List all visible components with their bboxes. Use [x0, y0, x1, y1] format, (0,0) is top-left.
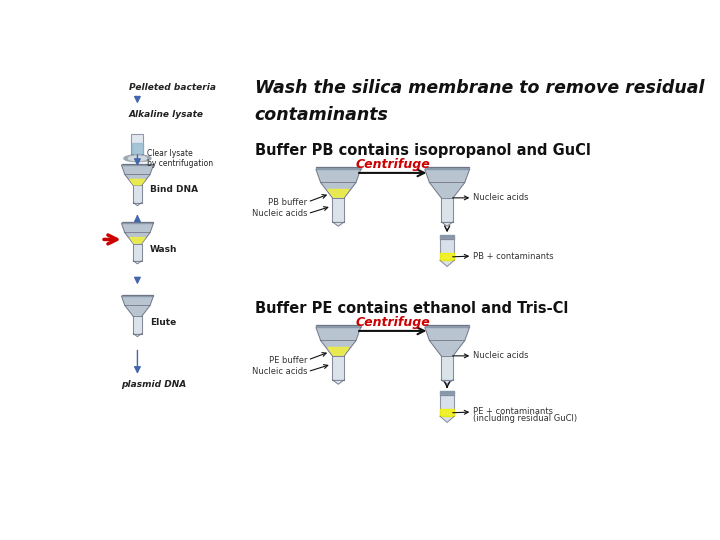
Polygon shape	[440, 391, 454, 395]
Polygon shape	[430, 341, 464, 356]
Text: Nucleic acids: Nucleic acids	[473, 352, 529, 360]
Polygon shape	[441, 356, 453, 380]
Polygon shape	[133, 202, 142, 206]
Polygon shape	[333, 356, 344, 380]
Text: Bind DNA: Bind DNA	[150, 185, 198, 194]
Polygon shape	[320, 183, 356, 198]
Polygon shape	[124, 155, 151, 161]
Text: contaminants: contaminants	[255, 106, 389, 124]
Text: Wash: Wash	[150, 245, 177, 254]
Polygon shape	[333, 380, 344, 384]
Text: plasmid DNA: plasmid DNA	[121, 381, 186, 389]
Polygon shape	[316, 327, 361, 341]
Polygon shape	[440, 416, 454, 422]
Polygon shape	[133, 261, 142, 264]
Text: PE + contaminants: PE + contaminants	[473, 408, 554, 416]
Polygon shape	[133, 316, 142, 334]
Text: PB buffer: PB buffer	[269, 198, 307, 206]
Polygon shape	[122, 224, 153, 233]
Polygon shape	[130, 238, 145, 243]
Polygon shape	[132, 143, 143, 154]
Polygon shape	[328, 347, 349, 355]
Text: Nucleic acids: Nucleic acids	[252, 209, 307, 218]
Polygon shape	[441, 380, 453, 384]
Polygon shape	[440, 235, 454, 239]
Polygon shape	[128, 156, 146, 161]
Text: Nucleic acids: Nucleic acids	[473, 193, 529, 202]
Polygon shape	[125, 174, 150, 185]
Polygon shape	[122, 165, 153, 174]
Polygon shape	[425, 327, 469, 341]
Polygon shape	[125, 233, 150, 244]
Polygon shape	[133, 334, 142, 336]
Text: PB + contaminants: PB + contaminants	[473, 252, 554, 261]
Text: Pelleted bacteria: Pelleted bacteria	[129, 83, 216, 92]
Polygon shape	[440, 395, 454, 416]
Text: Centrifuge: Centrifuge	[356, 316, 430, 329]
Polygon shape	[132, 133, 143, 154]
Text: (including residual GuCl): (including residual GuCl)	[473, 414, 577, 423]
Polygon shape	[425, 170, 469, 183]
Text: Alkaline lysate: Alkaline lysate	[129, 110, 204, 119]
Polygon shape	[425, 167, 469, 170]
Text: Buffer PB contains isopropanol and GuCl: Buffer PB contains isopropanol and GuCl	[255, 143, 590, 158]
Polygon shape	[122, 294, 153, 296]
Polygon shape	[133, 244, 142, 261]
Polygon shape	[441, 198, 453, 222]
Text: Buffer PE contains ethanol and Tris-Cl: Buffer PE contains ethanol and Tris-Cl	[255, 301, 568, 315]
Polygon shape	[122, 296, 153, 306]
Polygon shape	[320, 341, 356, 356]
Polygon shape	[440, 239, 454, 260]
Text: Nucleic acids: Nucleic acids	[252, 367, 307, 376]
Polygon shape	[441, 222, 453, 226]
Polygon shape	[440, 260, 454, 266]
Polygon shape	[425, 325, 469, 327]
Polygon shape	[133, 185, 142, 202]
Polygon shape	[125, 306, 150, 316]
Text: Clear lysate
by centrifugation: Clear lysate by centrifugation	[148, 148, 214, 168]
Text: Elute: Elute	[150, 318, 176, 327]
Polygon shape	[316, 325, 361, 327]
Polygon shape	[441, 409, 454, 416]
Text: Centrifuge: Centrifuge	[356, 158, 430, 171]
Polygon shape	[333, 222, 344, 226]
Polygon shape	[441, 253, 454, 260]
Polygon shape	[430, 183, 464, 198]
Polygon shape	[316, 170, 361, 183]
Polygon shape	[316, 167, 361, 170]
Polygon shape	[130, 179, 145, 185]
Polygon shape	[333, 198, 344, 222]
Polygon shape	[132, 154, 143, 159]
Text: PE buffer: PE buffer	[269, 355, 307, 364]
Polygon shape	[122, 222, 153, 224]
Polygon shape	[122, 164, 153, 165]
Text: Wash the silica membrane to remove residual: Wash the silica membrane to remove resid…	[255, 79, 704, 97]
Polygon shape	[328, 190, 349, 197]
